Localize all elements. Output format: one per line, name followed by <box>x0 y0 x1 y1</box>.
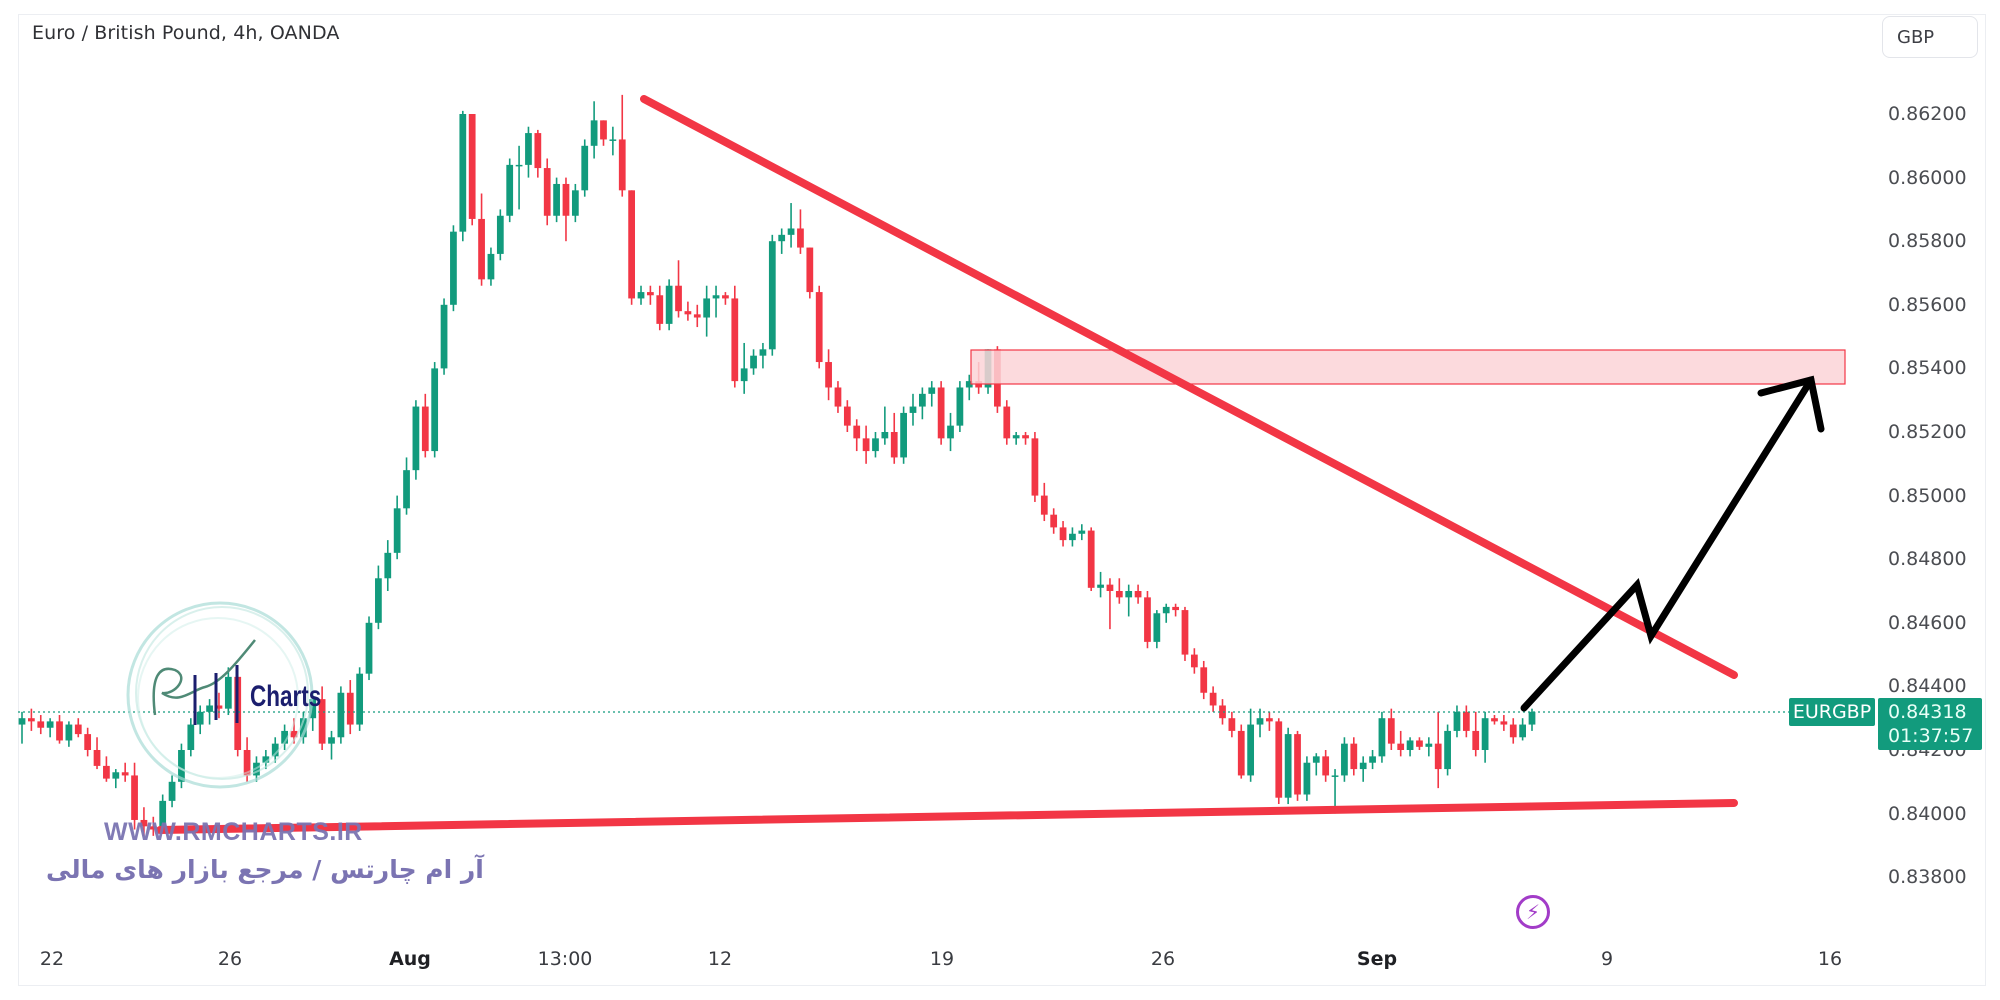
price-tick-label: 0.85400 <box>1888 357 1967 380</box>
price-tick-label: 0.84000 <box>1888 802 1967 825</box>
time-tick-label: 22 <box>39 948 65 970</box>
price-tick-label: 0.85800 <box>1888 230 1967 253</box>
time-tick-label: 26 <box>217 948 243 970</box>
time-tick-label: 12 <box>707 948 733 970</box>
price-tick-label: 0.84400 <box>1888 675 1967 698</box>
candlestick-series <box>18 94 1536 836</box>
price-axis[interactable]: 0.86200 0.86000 0.85800 0.85600 0.85400 0.852… <box>1876 0 1986 1000</box>
price-tick-label: 0.85600 <box>1888 293 1967 316</box>
price-tick-label: 0.85200 <box>1888 421 1967 443</box>
price-tick-label: 0.85000 <box>1888 484 1967 507</box>
watermark-url: WWW.RMCHARTS.IR <box>104 818 363 846</box>
support-line[interactable] <box>156 799 1738 834</box>
time-tick-label: Sep <box>1356 948 1398 970</box>
time-tick-label: 16 <box>1817 948 1843 970</box>
lightning-icon[interactable]: ⚡ <box>1516 895 1550 929</box>
chart-title: Euro / British Pound, 4h, OANDA <box>32 22 340 44</box>
currency-button[interactable]: GBP <box>1882 16 1978 58</box>
time-tick-label: 13:00 <box>537 948 593 970</box>
last-price-value: 0.84318 <box>1888 701 1967 723</box>
price-tick-label: 0.84600 <box>1888 611 1967 634</box>
descending-trendline[interactable] <box>640 95 1738 679</box>
bar-countdown: 01:37:57 <box>1888 725 1974 747</box>
watermark-persian-text: آر ام چارتس / مرجع بازار های مالی <box>46 855 484 884</box>
symbol-badge: EURGBP <box>1789 698 1875 726</box>
price-tick-label: 0.86000 <box>1888 166 1967 189</box>
price-chart[interactable] <box>0 0 1880 940</box>
watermark-logo-icon <box>126 601 314 789</box>
time-tick-label: 19 <box>929 948 955 970</box>
time-tick-label: 26 <box>1150 948 1176 970</box>
time-tick-label: Aug <box>389 948 431 970</box>
watermark-brand: Charts <box>250 680 322 713</box>
price-tick-label: 0.83800 <box>1888 866 1967 889</box>
projection-arrow[interactable] <box>1520 376 1815 712</box>
price-tick-label: 0.84800 <box>1888 548 1967 571</box>
time-tick-label: 9 <box>1600 948 1614 970</box>
last-price-badge: 0.84318 01:37:57 <box>1878 698 1982 750</box>
arrowhead-icon <box>1757 375 1825 433</box>
resistance-zone[interactable] <box>970 349 1846 385</box>
price-tick-label: 0.86200 <box>1888 103 1967 125</box>
time-axis[interactable]: 22 26 Aug 13:00 12 19 26 Sep 9 16 <box>0 940 1880 980</box>
